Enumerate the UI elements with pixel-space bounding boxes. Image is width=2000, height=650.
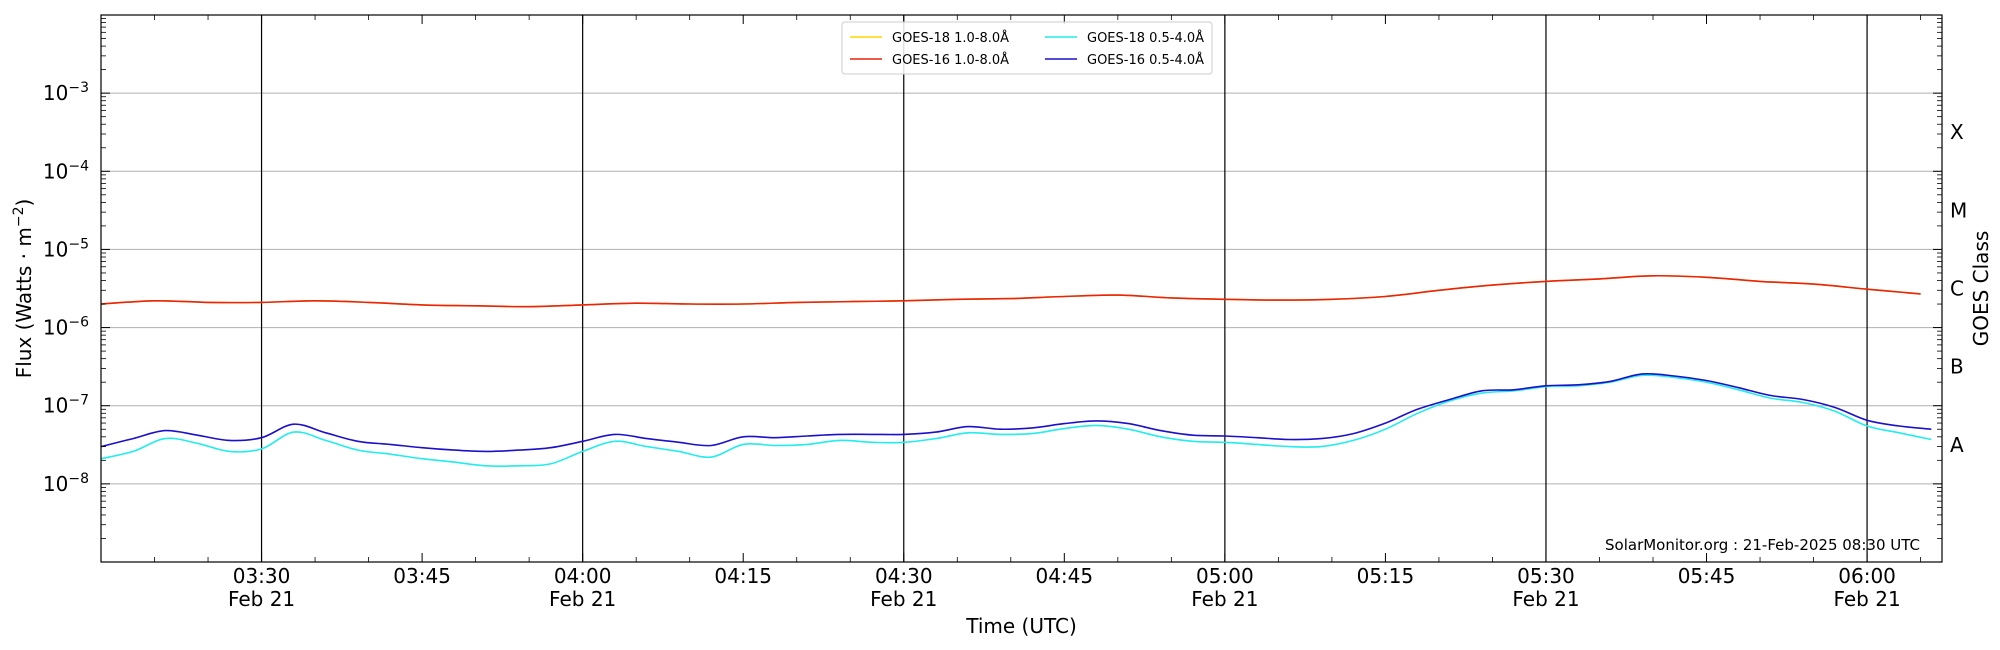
y-tick-base: 10	[43, 159, 68, 183]
series-line-goes-18-0-5-4-0	[100, 374, 1932, 468]
legend: GOES-18 1.0-8.0Å GOES-16 1.0-8.0Å GOES-18 …	[841, 21, 1213, 75]
x-tick-sublabel: Feb 21	[228, 587, 295, 611]
y-tick-label: 10−5	[43, 236, 89, 261]
goes-class-label: M	[1950, 198, 1967, 222]
legend-label: GOES-18 0.5-4.0Å	[1087, 30, 1204, 46]
x-axis-title: Time (UTC)	[965, 614, 1077, 638]
major-time-lines	[260, 15, 1868, 562]
y-tick-label: 10−3	[43, 80, 89, 105]
goes-class-label: B	[1950, 355, 1964, 379]
y-tick-base: 10	[43, 394, 68, 418]
y-tick-base: 10	[43, 316, 68, 340]
x-tick-sublabel: Feb 21	[1191, 587, 1258, 611]
y-tick-label: 10−6	[43, 315, 89, 340]
x-tick-label: 04:45	[1035, 564, 1093, 588]
x-tick-sublabel: Feb 21	[1512, 587, 1579, 611]
x-tick-label: 06:00	[1838, 564, 1896, 588]
y-tick-exponent: −4	[68, 158, 89, 174]
credit-annotation: SolarMonitor.org : 21-Feb-2025 08:30 UTC	[1605, 536, 1920, 554]
legend-box	[841, 21, 1213, 75]
y-tick-label: 10−4	[43, 158, 89, 183]
series-line-goes-16-0-5-4-0	[100, 372, 1932, 453]
y-tick-exponent: −3	[68, 80, 89, 96]
y-tick-exponent: −7	[68, 393, 89, 409]
y-axis-title-close: )	[12, 199, 36, 207]
x-tick-sublabel: Feb 21	[1833, 587, 1900, 611]
x-tick-label: 05:00	[1196, 564, 1254, 588]
x-tick-label: 05:15	[1357, 564, 1415, 588]
x-tick-label: 03:45	[393, 564, 451, 588]
y-axis-title-exponent: −2	[11, 207, 27, 228]
y2-axis-title: GOES Class	[1969, 231, 1993, 347]
plot-frame	[100, 14, 1943, 563]
y-tick-exponent: −6	[68, 315, 89, 331]
x-tick-sublabel: Feb 21	[549, 587, 616, 611]
y-tick-exponent: −5	[68, 236, 89, 252]
goes-class-label: X	[1950, 120, 1964, 144]
grid-layer	[101, 92, 1942, 485]
x-tick-label: 03:30	[233, 564, 291, 588]
legend-label: GOES-16 1.0-8.0Å	[892, 52, 1009, 68]
y-tick-exponent: −8	[68, 471, 89, 487]
series-line-goes-16-1-0-8-0	[100, 274, 1921, 308]
y-tick-label: 10−7	[43, 393, 89, 418]
goes-class-label: C	[1950, 277, 1964, 301]
legend-label: GOES-18 1.0-8.0Å	[892, 30, 1009, 46]
legend-label: GOES-16 0.5-4.0Å	[1087, 52, 1204, 68]
x-tick-sublabel: Feb 21	[870, 587, 937, 611]
y-tick-base: 10	[43, 237, 68, 261]
y-axis-title-main: Flux (Watts · m	[12, 227, 36, 378]
y-axis-title: Flux (Watts · m−2)	[11, 199, 36, 379]
x-tick-label: 04:30	[875, 564, 933, 588]
goes-class-label: A	[1950, 433, 1964, 457]
y-tick-label: 10−8	[43, 471, 89, 496]
x-tick-label: 04:00	[554, 564, 612, 588]
x-tick-label: 05:45	[1678, 564, 1736, 588]
x-tick-label: 04:15	[714, 564, 772, 588]
y-tick-base: 10	[43, 472, 68, 496]
y-tick-base: 10	[43, 81, 68, 105]
series-layer	[100, 274, 1932, 468]
x-tick-label: 05:30	[1517, 564, 1575, 588]
